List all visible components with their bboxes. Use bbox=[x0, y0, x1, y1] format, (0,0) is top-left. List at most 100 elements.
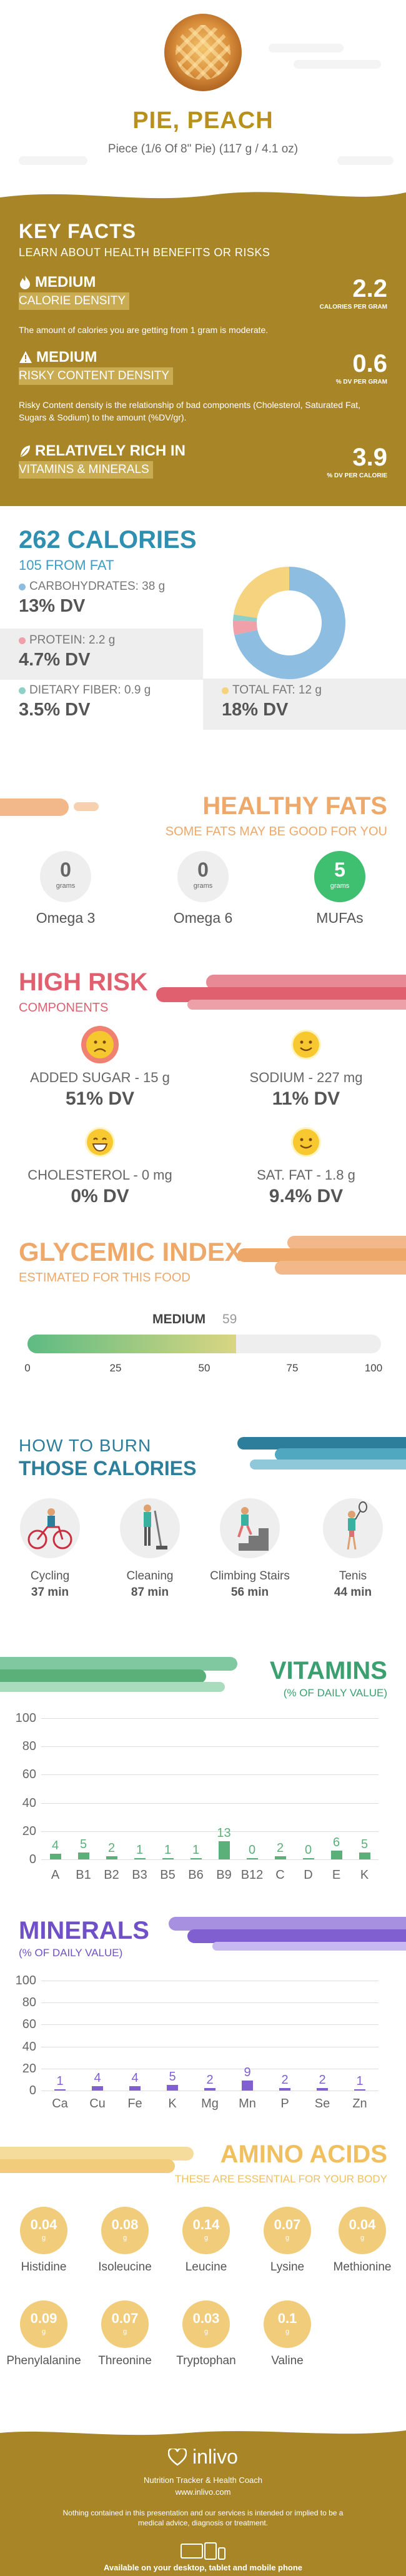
fiber-dot bbox=[19, 687, 26, 694]
donut-slice-fat bbox=[234, 567, 289, 619]
risk-label: ADDED SUGAR - 15 g bbox=[30, 1070, 170, 1085]
footer-section: inlivo Nutrition Tracker & Health Coach … bbox=[0, 2424, 406, 2576]
amino-unit: g bbox=[285, 2234, 290, 2242]
amino-name: Phenylalanine bbox=[6, 2354, 81, 2367]
vitamins-title: VITAMINS bbox=[269, 1657, 387, 1684]
heart-logo-icon bbox=[167, 2447, 187, 2466]
amino-acid-item: 0.07 g Threonine bbox=[81, 2300, 169, 2368]
food-image bbox=[164, 14, 242, 91]
bar-value-label: 2 bbox=[107, 1841, 116, 1856]
y-tick-label: 80 bbox=[22, 1739, 36, 1754]
bar bbox=[167, 2085, 178, 2091]
food-title: PIE, PEACH bbox=[132, 107, 274, 134]
bar-value-label: 4 bbox=[51, 1838, 59, 1852]
activity-minutes: 37 min bbox=[31, 1586, 69, 1599]
macro-fiber: DIETARY FIBER: 0.9 g 3.5% DV bbox=[19, 679, 157, 724]
x-tick-label: B2 bbox=[104, 1868, 119, 1882]
brand-logo: inlivo bbox=[0, 2445, 406, 2469]
gridline bbox=[41, 1746, 379, 1748]
fact-level: MEDIUM bbox=[19, 274, 387, 291]
amino-unit: g bbox=[204, 2234, 209, 2242]
calories-subtitle: 105 FROM FAT bbox=[19, 557, 114, 573]
amino-unit: g bbox=[122, 2328, 127, 2335]
macro-label: TOTAL FAT: 12 g bbox=[232, 684, 322, 697]
carbs-dot bbox=[19, 583, 26, 590]
decor-bar bbox=[237, 1248, 406, 1262]
brand-url[interactable]: www.inlivo.com bbox=[175, 2487, 231, 2497]
serving-size: Piece (1/6 Of 8" Pie) (117 g / 4.1 oz) bbox=[107, 142, 299, 156]
amino-acid-item: 0.07 g Lysine bbox=[244, 2207, 331, 2274]
bar-value-label: 2 bbox=[281, 2073, 289, 2087]
x-tick-label: Fe bbox=[127, 2097, 142, 2111]
x-tick-label: Cu bbox=[89, 2097, 106, 2111]
bar-value-label: 6 bbox=[332, 1836, 340, 1850]
decor-bar bbox=[187, 1929, 406, 1943]
bar bbox=[330, 1851, 342, 1859]
fact-unit: % DV PER GRAM bbox=[335, 379, 387, 385]
bar-value-label: 1 bbox=[356, 2074, 364, 2088]
amino-circle: 0.08 g bbox=[101, 2207, 149, 2254]
gridline bbox=[41, 1774, 379, 1776]
macro-donut-chart bbox=[233, 567, 345, 679]
vitamins-subtitle: (% OF DAILY VALUE) bbox=[283, 1687, 387, 1699]
macro-protein: PROTEIN: 2.2 g 4.7% DV bbox=[19, 629, 121, 674]
x-tick-label: B5 bbox=[160, 1868, 176, 1882]
amino-acid-item: 0.09 g Phenylalanine bbox=[0, 2300, 87, 2368]
risk-added-sugar: ADDED SUGAR - 15 g 51% DV bbox=[6, 1026, 194, 1110]
minerals-title: MINERALS bbox=[19, 1917, 149, 1944]
decor-bar bbox=[187, 1000, 406, 1010]
bar-value-label: 1 bbox=[164, 1842, 172, 1857]
bar-value-label: 5 bbox=[169, 2070, 176, 2084]
fat-circle: 0 grams bbox=[177, 851, 229, 902]
bar bbox=[190, 1857, 202, 1859]
amino-acid-item: 0.04 g Methionine bbox=[319, 2207, 406, 2274]
decor-bar bbox=[0, 2147, 194, 2161]
activity-cycling: Cycling 37 min bbox=[3, 1498, 97, 1599]
stairs-icon bbox=[220, 1498, 280, 1558]
amino-name: Methionine bbox=[333, 2260, 392, 2274]
bar-value-label: 0 bbox=[304, 1843, 312, 1857]
bar bbox=[54, 2089, 66, 2091]
decor-bar bbox=[212, 1942, 406, 1951]
risk-sodium: SODIUM - 227 mg 11% DV bbox=[212, 1026, 400, 1110]
y-tick-label: 0 bbox=[29, 2084, 36, 2097]
bar-value-label: 9 bbox=[244, 2066, 251, 2080]
bar bbox=[354, 2089, 365, 2091]
fact-description: Risky Content density is the relationshi… bbox=[19, 400, 361, 422]
amino-value: 0.1 bbox=[277, 2310, 297, 2326]
bar bbox=[302, 1858, 314, 1859]
amino-circle: 0.07 g bbox=[264, 2207, 311, 2254]
bar-value-label: 13 bbox=[217, 1826, 231, 1840]
high-risk-subtitle: COMPONENTS bbox=[19, 1001, 109, 1015]
amino-unit: g bbox=[204, 2328, 209, 2335]
amino-value: 0.07 bbox=[111, 2310, 139, 2326]
amino-circle: 0.03 g bbox=[182, 2300, 230, 2348]
decor-bar bbox=[0, 2159, 175, 2173]
amino-acid-item: 0.1 g Valine bbox=[244, 2300, 331, 2368]
amino-acid-item: 0.14 g Leucine bbox=[162, 2207, 250, 2274]
fat-unit: grams bbox=[330, 882, 350, 890]
fat-value: 0 bbox=[197, 858, 209, 881]
minerals-section: MINERALS (% OF DAILY VALUE) 100 80 60 40 20 0… bbox=[0, 1912, 406, 2137]
x-tick-label: B9 bbox=[216, 1868, 232, 1882]
risk-dv: 11% DV bbox=[272, 1088, 340, 1109]
smile-face-icon bbox=[287, 1026, 325, 1063]
bar bbox=[218, 1841, 230, 1859]
fat-omega6: 0 grams Omega 6 bbox=[156, 851, 250, 927]
x-tick-label: D bbox=[304, 1868, 313, 1882]
gridline bbox=[41, 2024, 379, 2026]
amino-value: 0.04 bbox=[349, 2217, 376, 2232]
macro-dv: 13% DV bbox=[19, 596, 86, 616]
bar-value-label: 1 bbox=[192, 1842, 200, 1857]
activity-cleaning: Cleaning 87 min bbox=[103, 1498, 197, 1599]
key-facts-title: KEY FACTS bbox=[19, 220, 136, 242]
bar bbox=[359, 1852, 370, 1859]
risk-sat-fat: SAT. FAT - 1.8 g 9.4% DV bbox=[212, 1123, 400, 1207]
gridline bbox=[41, 1859, 379, 1860]
x-tick-label: Zn bbox=[352, 2097, 367, 2111]
calories-section: 262 CALORIES 105 FROM FAT CARBOHYDRATES:… bbox=[0, 506, 406, 781]
header-section: PIE, PEACH Piece (1/6 Of 8" Pie) (117 g … bbox=[0, 0, 406, 181]
amino-acids-section: AMINO ACIDS THESE ARE ESSENTIAL FOR YOUR… bbox=[0, 2137, 406, 2424]
x-tick-label: B6 bbox=[188, 1868, 204, 1882]
high-risk-section: HIGH RISK COMPONENTS ADDED SUGAR - 15 g … bbox=[0, 962, 406, 1225]
